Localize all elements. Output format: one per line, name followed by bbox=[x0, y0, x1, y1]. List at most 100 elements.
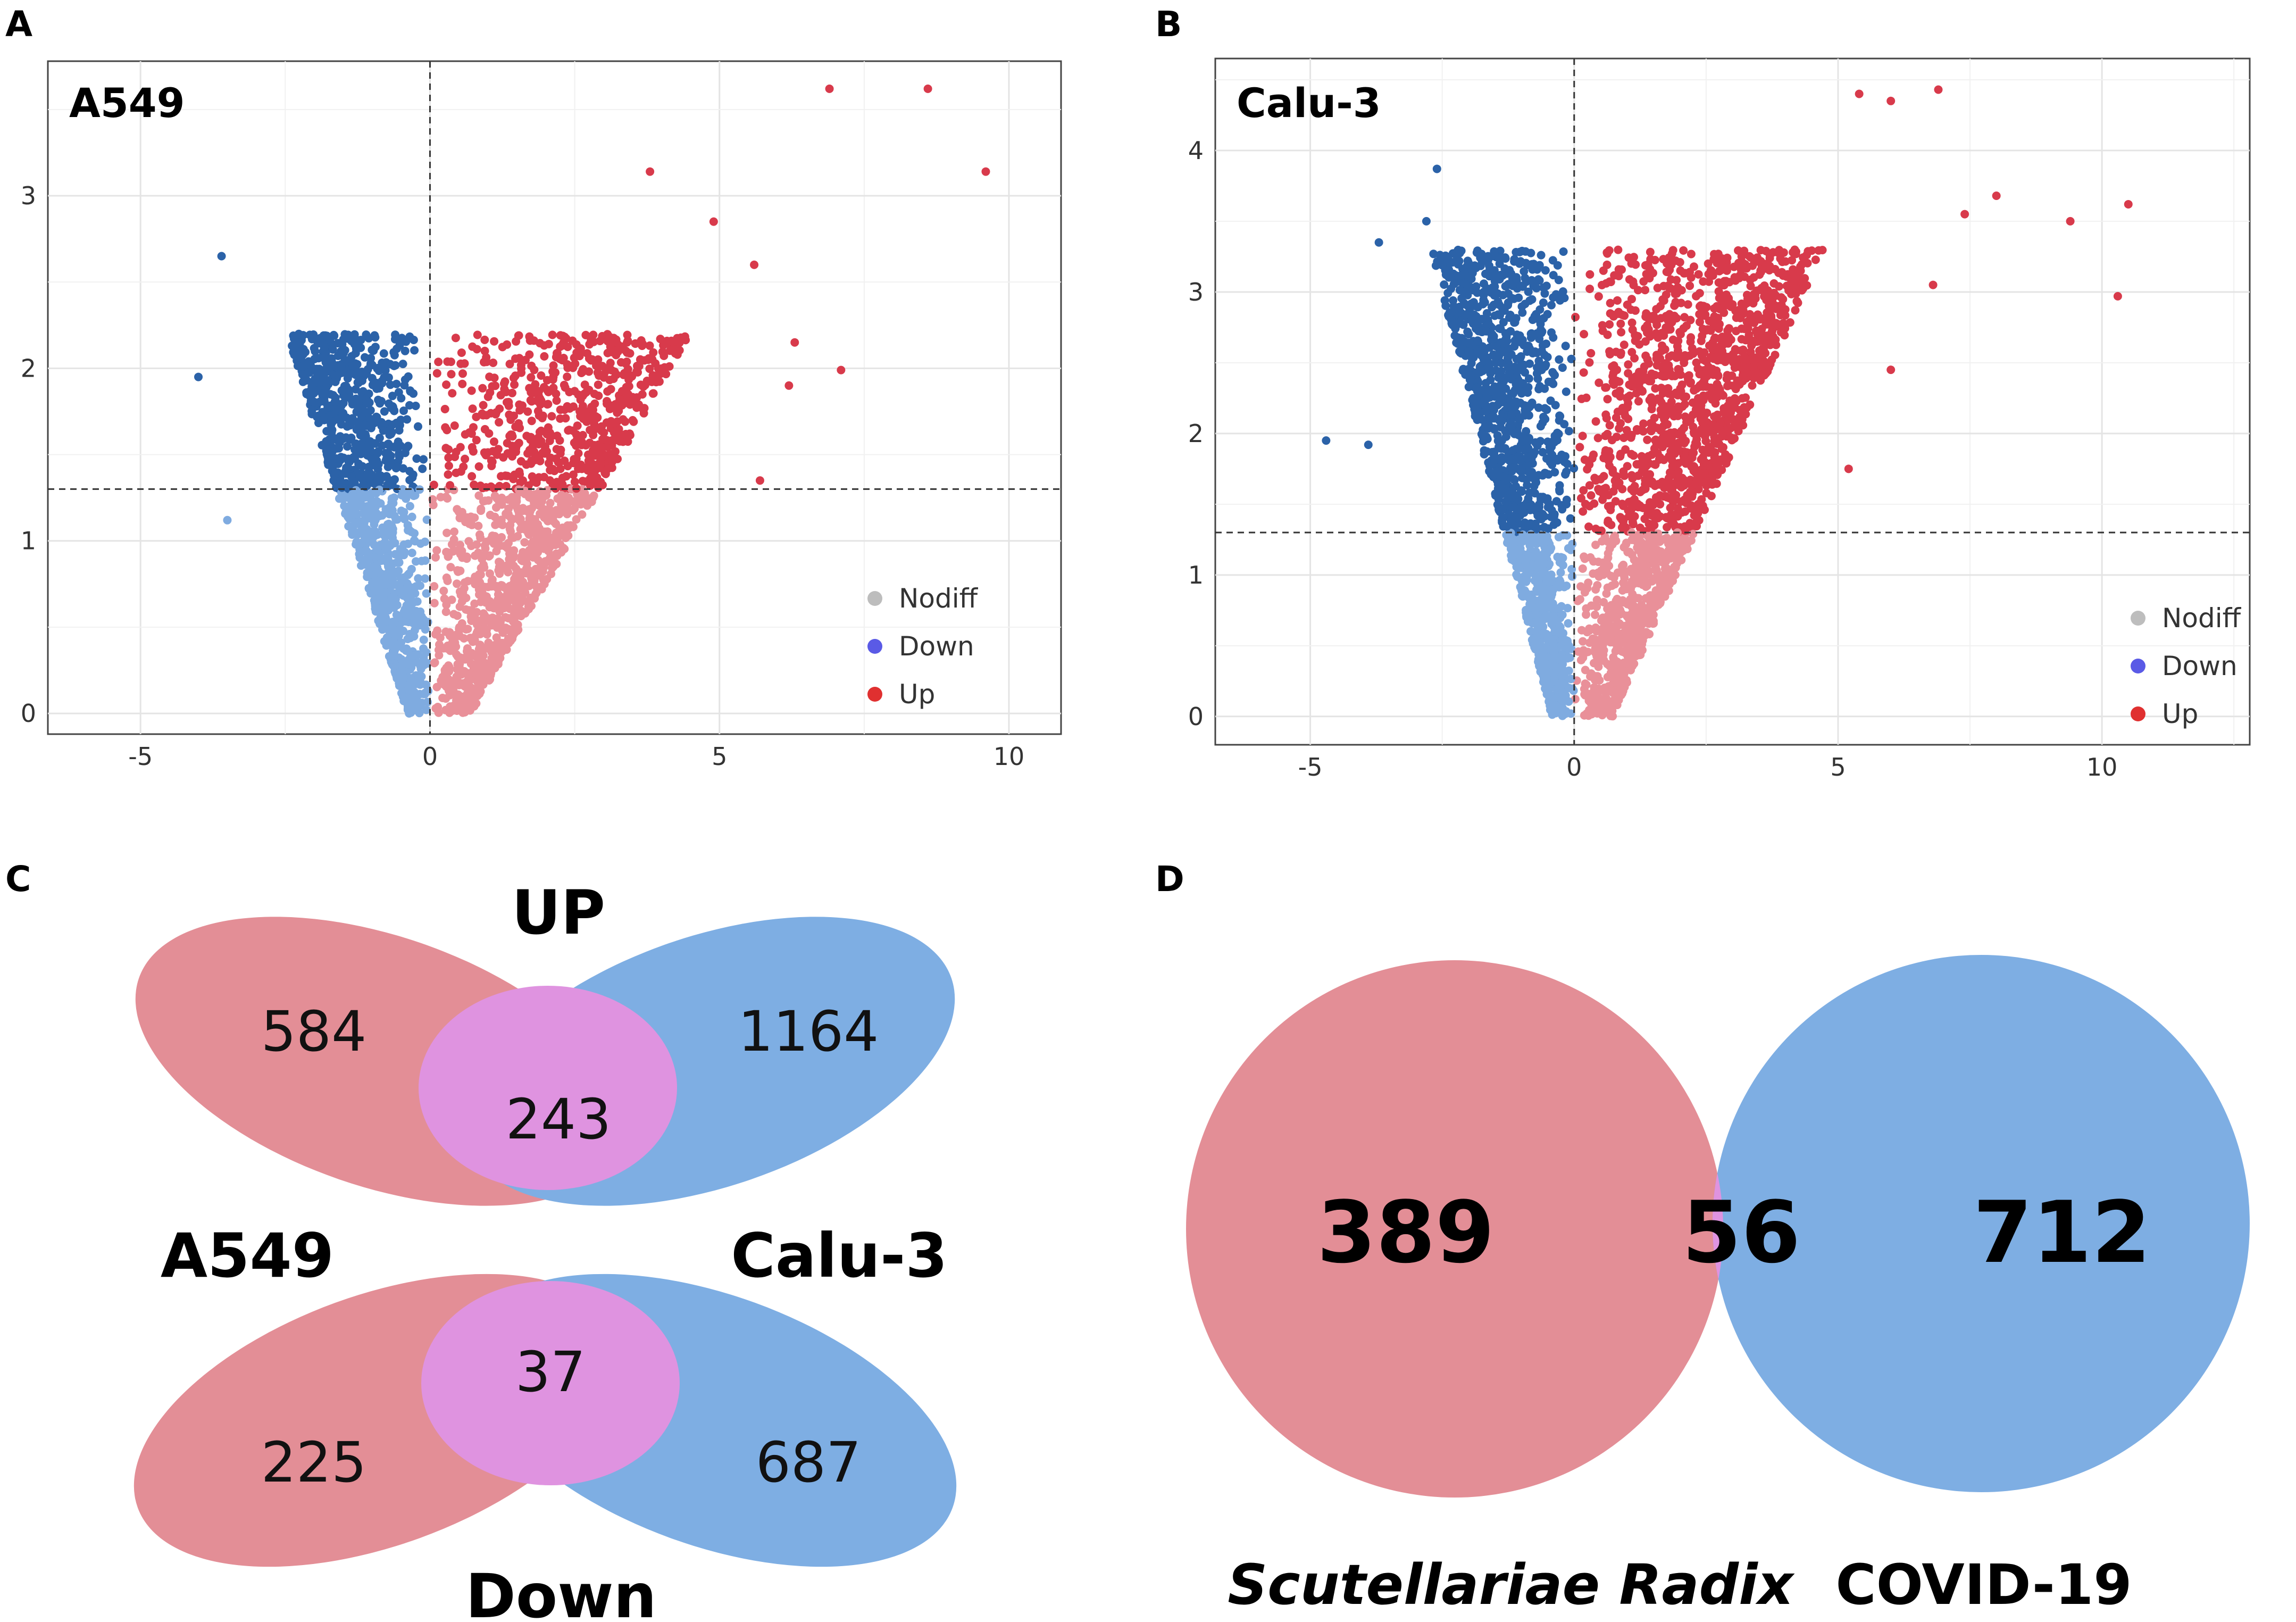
up-gene-point bbox=[592, 473, 602, 482]
down-gene-point bbox=[421, 574, 430, 583]
up-gene-point bbox=[1606, 309, 1615, 318]
down-gene-point bbox=[371, 343, 380, 352]
down-gene-point bbox=[1542, 532, 1551, 541]
up-gene-point bbox=[637, 336, 646, 345]
up-gene-point bbox=[837, 365, 846, 375]
up-gene-point bbox=[488, 458, 497, 467]
up-gene-point bbox=[640, 404, 649, 413]
down-gene-point bbox=[315, 364, 324, 373]
down-gene-point bbox=[350, 330, 359, 339]
up-gene-point bbox=[527, 361, 536, 370]
down-gene-point bbox=[405, 476, 414, 485]
up-gene-point bbox=[1664, 325, 1673, 334]
down-gene-point bbox=[356, 547, 365, 556]
down-gene-point bbox=[294, 329, 303, 338]
down-gene-point bbox=[405, 569, 413, 578]
down-gene-point bbox=[395, 442, 404, 451]
up-gene-point bbox=[472, 412, 481, 421]
down-gene-point bbox=[327, 461, 336, 470]
down-gene-point bbox=[331, 454, 340, 463]
down-gene-point bbox=[383, 625, 393, 634]
up-gene-point bbox=[438, 694, 447, 702]
up-gene-point bbox=[539, 544, 548, 553]
up-gene-point bbox=[516, 612, 525, 620]
up-gene-point bbox=[430, 598, 439, 608]
up-gene-point bbox=[596, 337, 604, 345]
down-gene-point bbox=[1535, 305, 1544, 314]
up-gene-point bbox=[498, 343, 507, 352]
down-gene-point bbox=[423, 618, 432, 627]
up-gene-point bbox=[490, 337, 499, 346]
down-gene-point bbox=[390, 351, 399, 360]
down-gene-point bbox=[1506, 327, 1515, 336]
down-gene-point bbox=[398, 672, 407, 681]
up-gene-point bbox=[606, 385, 615, 394]
legend-nodiff-label: Nodiff bbox=[899, 583, 979, 614]
up-gene-point bbox=[563, 462, 572, 471]
down-gene-point bbox=[419, 644, 428, 653]
down-gene-point bbox=[400, 375, 410, 384]
up-gene-point bbox=[440, 405, 449, 413]
up-gene-point bbox=[485, 372, 494, 381]
up-gene-point bbox=[529, 336, 538, 345]
down-gene-point bbox=[1464, 330, 1473, 339]
up-gene-point bbox=[659, 351, 669, 360]
up-gene-point bbox=[1639, 419, 1648, 428]
up-gene-point bbox=[1689, 529, 1698, 538]
down-gene-point bbox=[391, 644, 400, 653]
up-gene-point bbox=[463, 577, 472, 586]
up-gene-point bbox=[514, 438, 523, 447]
down-gene-point bbox=[419, 635, 428, 644]
up-gene-point bbox=[465, 706, 474, 715]
down-gene-point bbox=[398, 679, 407, 688]
up-gene-point bbox=[580, 380, 589, 389]
up-gene-point bbox=[1623, 462, 1632, 471]
up-gene-point bbox=[474, 521, 483, 530]
up-gene-point bbox=[1575, 443, 1584, 452]
down-gene-point bbox=[347, 472, 356, 481]
down-gene-point bbox=[410, 606, 419, 615]
up-gene-point bbox=[583, 349, 591, 358]
up-gene-point bbox=[559, 544, 568, 553]
up-gene-point bbox=[659, 341, 668, 350]
up-gene-point bbox=[1686, 333, 1696, 342]
down-gene-point bbox=[1467, 300, 1476, 308]
down-gene-point bbox=[422, 705, 431, 714]
down-gene-point bbox=[217, 252, 226, 261]
down-gene-point bbox=[394, 567, 403, 576]
down-gene-point bbox=[362, 330, 371, 339]
up-gene-point bbox=[431, 704, 440, 713]
up-gene-point bbox=[546, 453, 555, 462]
down-gene-point bbox=[311, 375, 320, 384]
down-gene-point bbox=[364, 389, 373, 398]
down-gene-point bbox=[337, 386, 346, 395]
up-gene-point bbox=[1732, 327, 1741, 336]
up-gene-point bbox=[526, 396, 535, 405]
down-gene-point bbox=[352, 537, 361, 546]
up-gene-point bbox=[923, 84, 932, 93]
down-gene-point bbox=[194, 372, 203, 381]
up-gene-point bbox=[478, 554, 487, 563]
down-gene-point bbox=[1519, 267, 1529, 276]
up-gene-point bbox=[594, 449, 602, 458]
down-gene-point bbox=[405, 502, 414, 511]
up-gene-point bbox=[504, 591, 513, 600]
up-gene-point bbox=[1656, 302, 1665, 311]
up-gene-point bbox=[599, 373, 608, 382]
down-gene-point bbox=[333, 370, 343, 379]
down-gene-point bbox=[406, 634, 415, 643]
up-gene-point bbox=[1571, 695, 1580, 704]
x-tick-label: -5 bbox=[128, 742, 153, 771]
up-gene-point bbox=[1591, 585, 1600, 594]
down-gene-point bbox=[400, 346, 410, 355]
up-gene-point bbox=[457, 508, 466, 517]
down-gene-point bbox=[349, 453, 358, 462]
down-gene-point bbox=[1508, 464, 1517, 473]
down-gene-point bbox=[380, 407, 389, 416]
up-gene-point bbox=[1620, 471, 1629, 480]
up-gene-point bbox=[543, 400, 552, 409]
down-gene-point bbox=[418, 464, 427, 473]
up-gene-point bbox=[1585, 502, 1594, 511]
up-gene-point bbox=[578, 368, 587, 377]
